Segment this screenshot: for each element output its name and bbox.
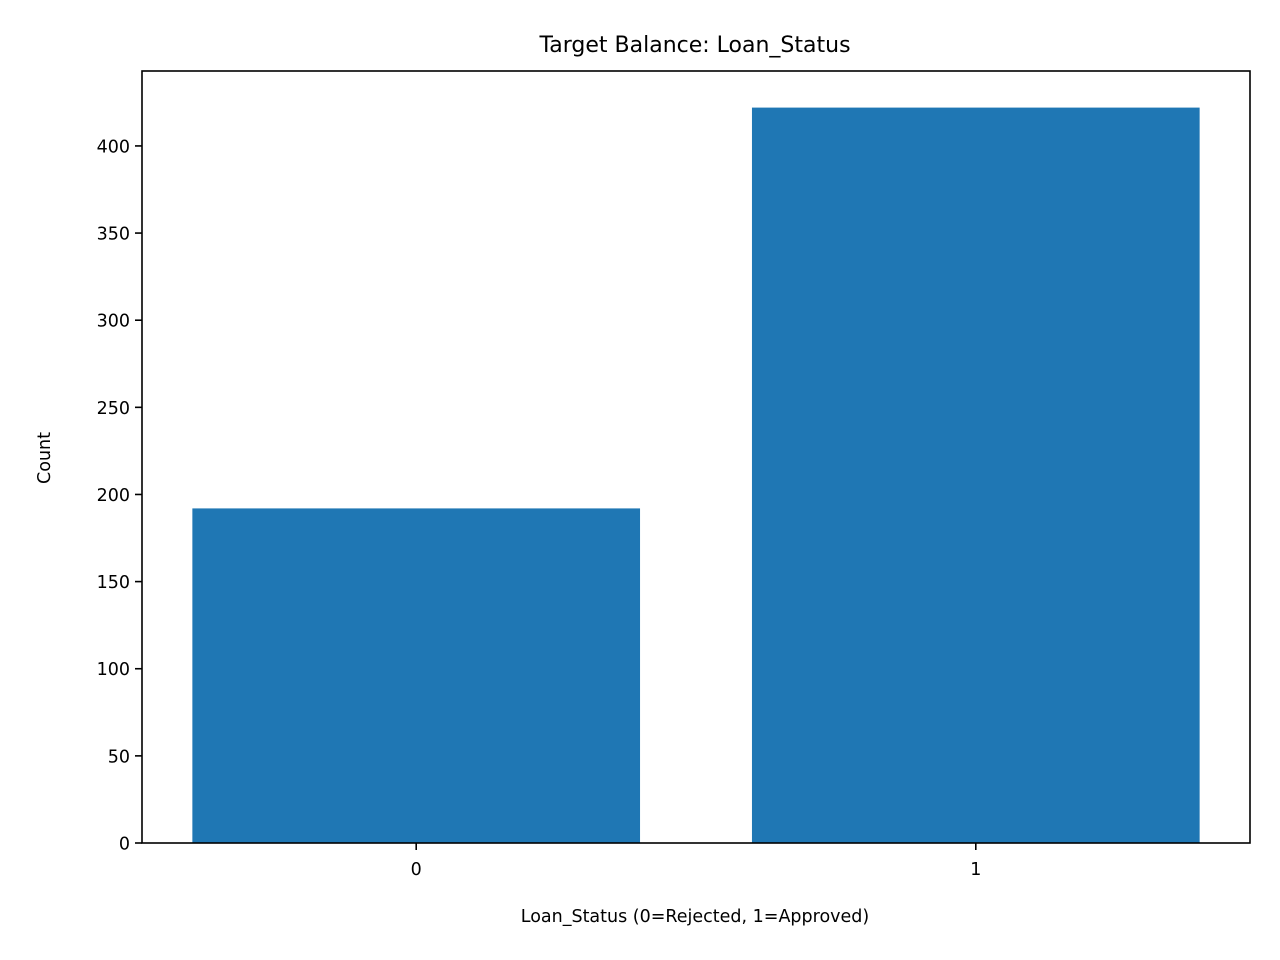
y-axis-label: Count: [35, 432, 55, 484]
x-axis-label: Loan_Status (0=Rejected, 1=Approved): [521, 907, 869, 927]
bars-group: [192, 107, 1200, 843]
plot-area: [141, 70, 1251, 844]
y-tick-label: 50: [108, 747, 130, 767]
bar-1: [751, 107, 1200, 843]
y-tick-label: 100: [97, 660, 130, 680]
y-tick-label: 0: [119, 835, 130, 855]
x-tick-label: 1: [970, 860, 981, 880]
x-tick-label: 0: [411, 860, 422, 880]
y-tick-label: 200: [97, 486, 130, 506]
y-tick-label: 350: [97, 225, 130, 245]
y-tick-label: 150: [97, 573, 130, 593]
y-tick-label: 250: [97, 399, 130, 419]
plot-frame: [141, 70, 1251, 844]
y-tick-label: 400: [97, 137, 130, 157]
bar-0: [192, 508, 641, 843]
y-axis: 0 50 100 150 200 250 300 350 400: [97, 137, 142, 855]
chart-title: Target Balance: Loan_Status: [538, 33, 850, 58]
y-tick-label: 300: [97, 312, 130, 332]
